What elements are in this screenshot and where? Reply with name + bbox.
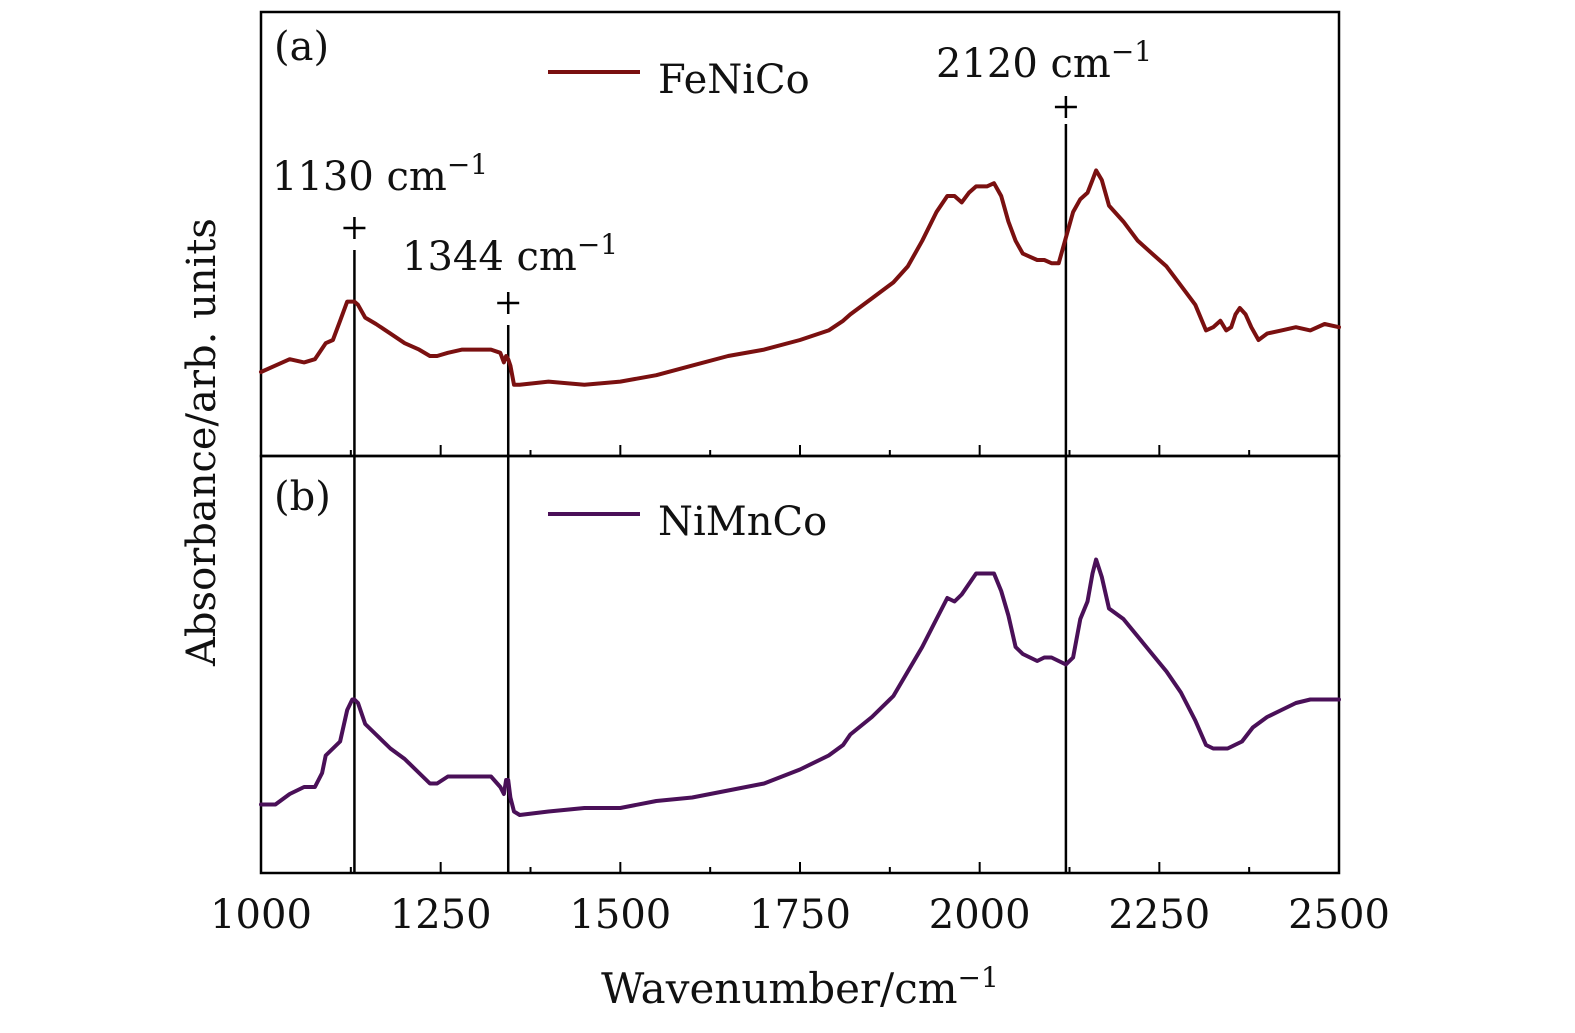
x-tick-label-2000: 2000 [929, 892, 1031, 938]
series-line-fenico [259, 168, 1341, 387]
x-axis-label: Wavenumber/cm−1 [601, 961, 999, 1013]
x-tick-label-2500: 2500 [1288, 892, 1390, 938]
x-tick-label-1250: 1250 [390, 892, 492, 938]
series-layer [259, 168, 1341, 817]
peak-markers [343, 96, 1077, 873]
x-tick-label-1500: 1500 [569, 892, 671, 938]
x-tick-label-2250: 2250 [1108, 892, 1210, 938]
annotation-1344: 1344 cm−1 [402, 228, 618, 280]
legend-label-fenico: FeNiCo [658, 57, 810, 103]
x-ticks: 1000 1250 1500 1750 2000 2250 2500 [210, 445, 1390, 938]
y-axis-label: Absorbance/arb. units [179, 218, 225, 667]
annotation-1130: 1130 cm−1 [272, 148, 488, 200]
series-line-nimnco [259, 557, 1341, 817]
x-tick-label-1000: 1000 [210, 892, 312, 938]
panel-a-tag: (a) [274, 24, 329, 70]
legend-label-nimnco: NiMnCo [658, 499, 827, 545]
panel-b-tag: (b) [274, 474, 331, 520]
annotation-2120: 2120 cm−1 [936, 35, 1152, 87]
x-tick-label-1750: 1750 [749, 892, 851, 938]
